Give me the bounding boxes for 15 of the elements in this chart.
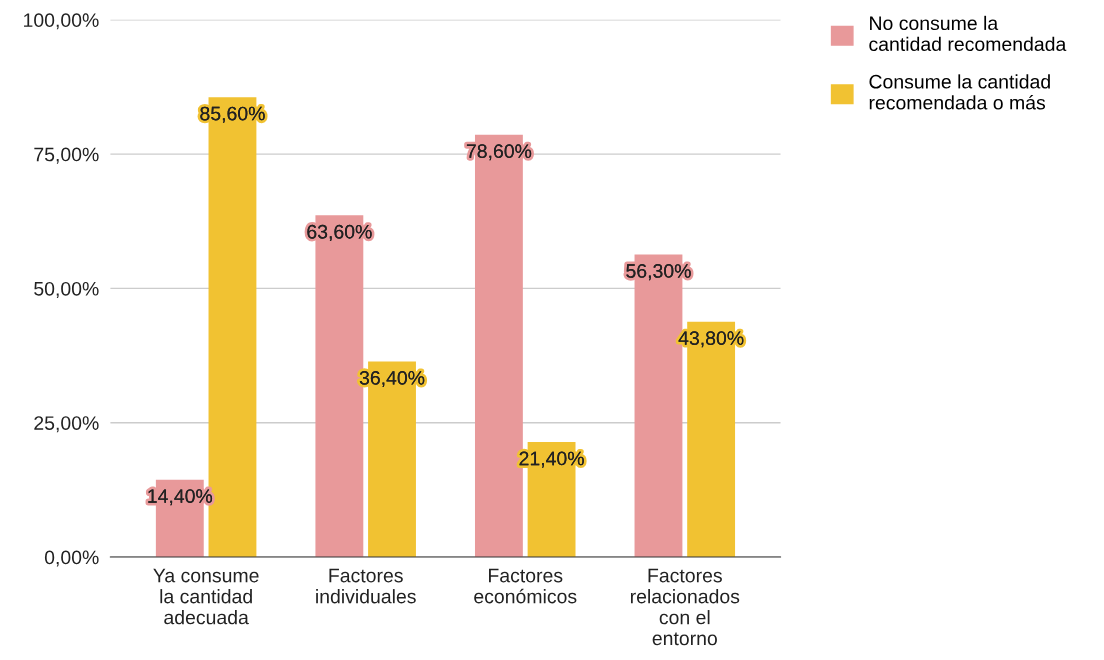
y-tick-label: 50,00% [34, 281, 99, 298]
data-label: 14,40% [148, 489, 213, 506]
data-label: 78,60% [466, 144, 532, 161]
x-tick-label: Ya consume la cantidad adecuada [153, 568, 259, 625]
x-tick-label: Factores económicos [474, 568, 577, 604]
data-label: 63,60% [307, 224, 372, 241]
legend-label: Consume la cantidad recomendada o más [869, 74, 1050, 110]
x-tick-label: Factores relacionados con el entorno [630, 568, 740, 646]
x-tick-label: Factores individuales [316, 568, 416, 604]
data-label: 56,30% [626, 264, 691, 281]
legend-label: No consume la cantidad recomendada [869, 15, 1067, 52]
y-tick-label: 75,00% [34, 147, 99, 164]
y-tick-label: 100,00% [24, 13, 99, 30]
y-tick-label: 0,00% [44, 550, 99, 567]
y-tick-label: 25,00% [34, 416, 99, 433]
